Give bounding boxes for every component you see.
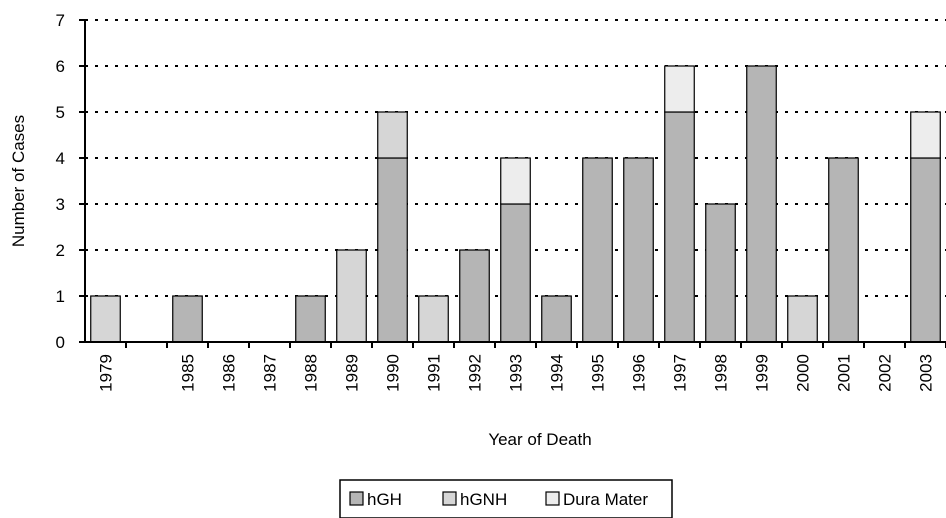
bar-segment bbox=[295, 295, 326, 343]
bar-segment bbox=[664, 111, 695, 343]
x-tick-label: 2003 bbox=[917, 354, 936, 392]
bar-segment bbox=[377, 157, 408, 343]
bar-segment bbox=[377, 111, 408, 159]
bar-segment bbox=[664, 65, 695, 113]
bar-segment bbox=[910, 111, 941, 159]
x-tick-label: 1990 bbox=[384, 354, 403, 392]
bar-segment bbox=[90, 295, 121, 343]
x-tick-label: 1995 bbox=[589, 354, 608, 392]
legend-label: Dura Mater bbox=[563, 490, 648, 509]
x-tick-label: 1996 bbox=[630, 354, 649, 392]
bar-segment bbox=[500, 203, 531, 343]
legend-swatch bbox=[349, 491, 364, 506]
x-tick-label: 1988 bbox=[302, 354, 321, 392]
x-tick-label: 1994 bbox=[548, 354, 567, 392]
x-tick-label: 1998 bbox=[712, 354, 731, 392]
x-tick-label: 2002 bbox=[876, 354, 895, 392]
x-tick-label: 1993 bbox=[507, 354, 526, 392]
legend-swatch bbox=[545, 491, 560, 506]
bar-segment bbox=[500, 157, 531, 205]
y-tick-label: 2 bbox=[56, 241, 65, 260]
legend-label: hGNH bbox=[460, 490, 507, 509]
legend-label: hGH bbox=[367, 490, 402, 509]
x-tick-label: 1989 bbox=[343, 354, 362, 392]
x-tick-label: 2001 bbox=[835, 354, 854, 392]
y-tick-label: 4 bbox=[56, 149, 65, 168]
y-tick-label: 3 bbox=[56, 195, 65, 214]
bar-segment bbox=[828, 157, 859, 343]
bar-segment bbox=[336, 249, 367, 343]
bar-segment bbox=[705, 203, 736, 343]
x-tick-label: 1992 bbox=[466, 354, 485, 392]
y-axis-label: Number of Cases bbox=[9, 115, 28, 247]
bar-segment bbox=[172, 295, 203, 343]
bar-segment bbox=[541, 295, 572, 343]
legend-swatch bbox=[442, 491, 457, 506]
bar-segment bbox=[746, 65, 777, 343]
x-tick-label: 1979 bbox=[97, 354, 116, 392]
bar-segment bbox=[459, 249, 490, 343]
bar-segment bbox=[582, 157, 613, 343]
x-tick-label: 2000 bbox=[794, 354, 813, 392]
y-tick-label: 6 bbox=[56, 57, 65, 76]
x-tick-label: 1986 bbox=[220, 354, 239, 392]
x-tick-label: 1991 bbox=[425, 354, 444, 392]
y-tick-label: 5 bbox=[56, 103, 65, 122]
y-tick-label: 7 bbox=[56, 11, 65, 30]
bar-segment bbox=[787, 295, 818, 343]
bar-segment bbox=[418, 295, 449, 343]
x-tick-label: 1999 bbox=[753, 354, 772, 392]
bar-segment bbox=[910, 157, 941, 343]
x-tick-label: 1985 bbox=[179, 354, 198, 392]
x-tick-label: 1997 bbox=[671, 354, 690, 392]
y-tick-label: 0 bbox=[56, 333, 65, 352]
x-axis-label: Year of Death bbox=[488, 430, 591, 449]
bar-segment bbox=[623, 157, 654, 343]
legend-box bbox=[339, 479, 673, 518]
x-tick-label: 1987 bbox=[261, 354, 280, 392]
y-tick-label: 1 bbox=[56, 287, 65, 306]
